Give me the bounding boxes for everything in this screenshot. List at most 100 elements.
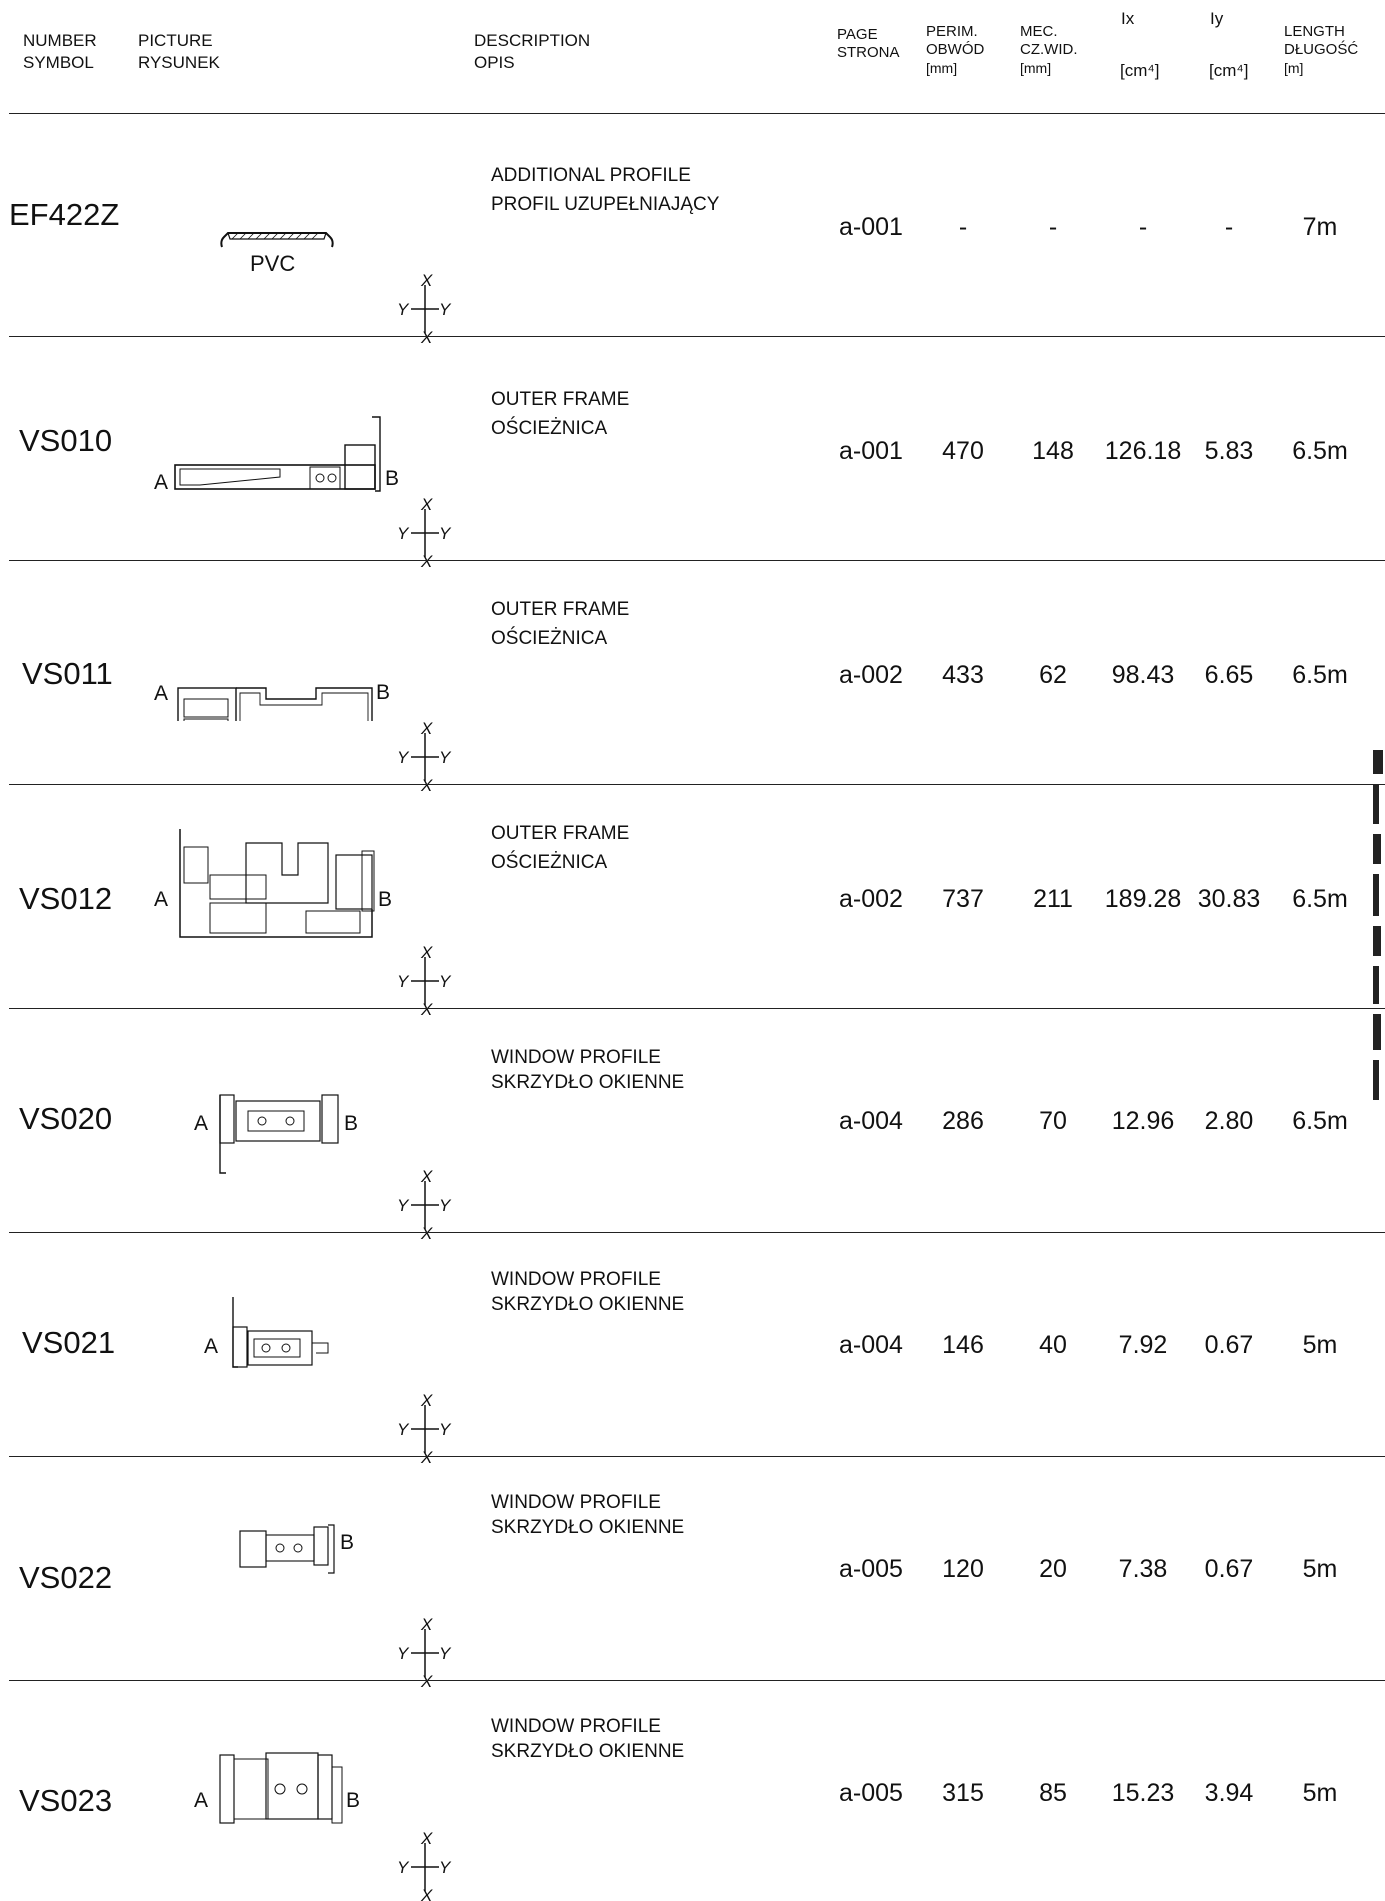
axis-y-right: Y [439, 300, 452, 319]
table-row: VS020 A B X Y Y X WINDOW PROFILE SKRZYDŁ… [0, 1009, 1385, 1239]
row-divider [9, 1008, 1385, 1009]
header-divider [9, 113, 1385, 114]
perimeter-value: 737 [942, 885, 984, 913]
axis-y-right: Y [439, 1196, 452, 1215]
perimeter-value: 470 [942, 437, 984, 465]
axis-x-bottom: X [420, 328, 433, 343]
page-ref: a-001 [839, 437, 903, 465]
axis-y-left: Y [397, 1644, 410, 1663]
axis-y-left: Y [397, 300, 410, 319]
axis-x-bottom: X [420, 1448, 433, 1463]
header-iy-unit: [cm⁴] [1209, 61, 1249, 80]
table-row: VS023 A B X Y Y X WINDOW PROFILE SKRZYDŁ… [0, 1681, 1385, 1901]
axis-y-left: Y [397, 524, 410, 543]
axis-icon: X Y Y X [397, 1169, 452, 1239]
profile-symbol: VS021 [22, 1325, 116, 1360]
axis-x-top: X [420, 721, 433, 738]
table-row: VS022 B X Y Y X WINDOW PROFILE SKRZYDŁO … [0, 1457, 1385, 1687]
ix-value: 126.18 [1104, 437, 1182, 465]
page-ref: a-005 [839, 1555, 903, 1583]
axis-x-bottom: X [420, 1000, 433, 1015]
iy-value: 3.94 [1204, 1779, 1254, 1807]
header-picture-en: PICTURE [138, 31, 213, 50]
iy-value: 5.83 [1204, 437, 1254, 465]
ix-value: - [1138, 213, 1148, 241]
header-mec-unit: [mm] [1020, 60, 1052, 76]
profile-symbol: VS023 [19, 1783, 113, 1818]
profile-drawing: A [204, 1297, 329, 1368]
ix-value: 98.43 [1111, 661, 1175, 689]
header-iy-label: Iy [1210, 9, 1224, 28]
mec-value: 148 [1032, 437, 1074, 465]
perimeter-value: 146 [942, 1331, 984, 1359]
profile-symbol: VS011 [22, 656, 113, 691]
label-b: B [346, 1789, 360, 1812]
row-divider [9, 560, 1385, 561]
row-divider [9, 1456, 1385, 1457]
header-mec-en: MEC. [1020, 23, 1058, 40]
table-row: VS021 A X Y Y X WINDOW PROFILE SKRZYDŁO … [0, 1233, 1385, 1463]
perimeter-value: - [958, 213, 968, 241]
header-number: NUMBER SYMBOL [23, 30, 97, 74]
page-ref: a-002 [839, 885, 903, 913]
axis-icon: X Y Y X [397, 1617, 452, 1687]
description-en: WINDOW PROFILE [491, 1716, 661, 1737]
axis-x-top: X [420, 1617, 433, 1634]
iy-value: - [1224, 213, 1234, 241]
label-a: A [204, 1335, 218, 1358]
profile-symbol: VS020 [19, 1101, 113, 1136]
header-perim-unit: [mm] [926, 60, 958, 76]
axis-y-right: Y [439, 1644, 452, 1663]
label-a: A [154, 888, 168, 911]
axis-y-right: Y [439, 748, 452, 767]
label-a: A [154, 682, 168, 705]
label-b: B [340, 1531, 354, 1554]
label-b: B [376, 681, 390, 704]
header-mec: MEC. CZ.WID. [mm] [1020, 23, 1078, 77]
table-row: VS010 A B X Y Y X OUTER FRAME OŚCIEŻNICA… [0, 337, 1385, 567]
perimeter-value: 315 [942, 1779, 984, 1807]
axis-icon: X Y Y X [397, 1831, 452, 1901]
mec-value: 85 [1039, 1779, 1067, 1807]
profile-drawing: A B [194, 1752, 360, 1824]
axis-y-left: Y [397, 748, 410, 767]
row-divider [9, 1680, 1385, 1681]
profile-drawing: PVC [220, 232, 334, 273]
mec-value: 211 [1033, 885, 1073, 913]
axis-y-right: Y [439, 524, 452, 543]
perimeter-value: 286 [942, 1107, 984, 1135]
label-b: B [344, 1112, 358, 1135]
axis-icon: X Y Y X [397, 497, 452, 567]
label-a: A [154, 471, 168, 494]
axis-x-bottom: X [420, 1672, 433, 1687]
mec-value: 40 [1039, 1331, 1067, 1359]
description-pl: PROFIL UZUPEŁNIAJĄCY [491, 194, 720, 215]
header-number-en: NUMBER [23, 31, 97, 50]
axis-x-bottom: X [420, 1886, 433, 1901]
header-perim-en: PERIM. [926, 23, 978, 40]
axis-x-top: X [420, 497, 433, 514]
profile-drawing: B [239, 1524, 354, 1574]
description-pl: OŚCIEŻNICA [491, 628, 608, 649]
header-description-en: DESCRIPTION [474, 31, 591, 50]
axis-y-right: Y [439, 972, 452, 991]
iy-value: 30.83 [1197, 885, 1261, 913]
perimeter-value: 120 [942, 1555, 984, 1583]
axis-x-top: X [420, 1393, 433, 1410]
mec-value: 70 [1039, 1107, 1067, 1135]
axis-y-left: Y [397, 1420, 410, 1439]
label-a: A [194, 1112, 208, 1135]
axis-y-left: Y [397, 1196, 410, 1215]
ix-value: 15.23 [1111, 1779, 1175, 1807]
axis-y-right: Y [439, 1858, 452, 1877]
description-pl: OŚCIEŻNICA [491, 852, 608, 873]
ix-value: 7.92 [1118, 1331, 1168, 1359]
side-edge-marks [1370, 740, 1385, 1140]
axis-x-top: X [420, 1169, 433, 1186]
header-page: PAGE STRONA [837, 26, 900, 62]
axis-icon: X Y Y X [397, 1393, 452, 1463]
profile-drawing: A B [154, 681, 390, 721]
ix-value: 189.28 [1104, 885, 1182, 913]
header-page-pl: STRONA [837, 44, 900, 61]
